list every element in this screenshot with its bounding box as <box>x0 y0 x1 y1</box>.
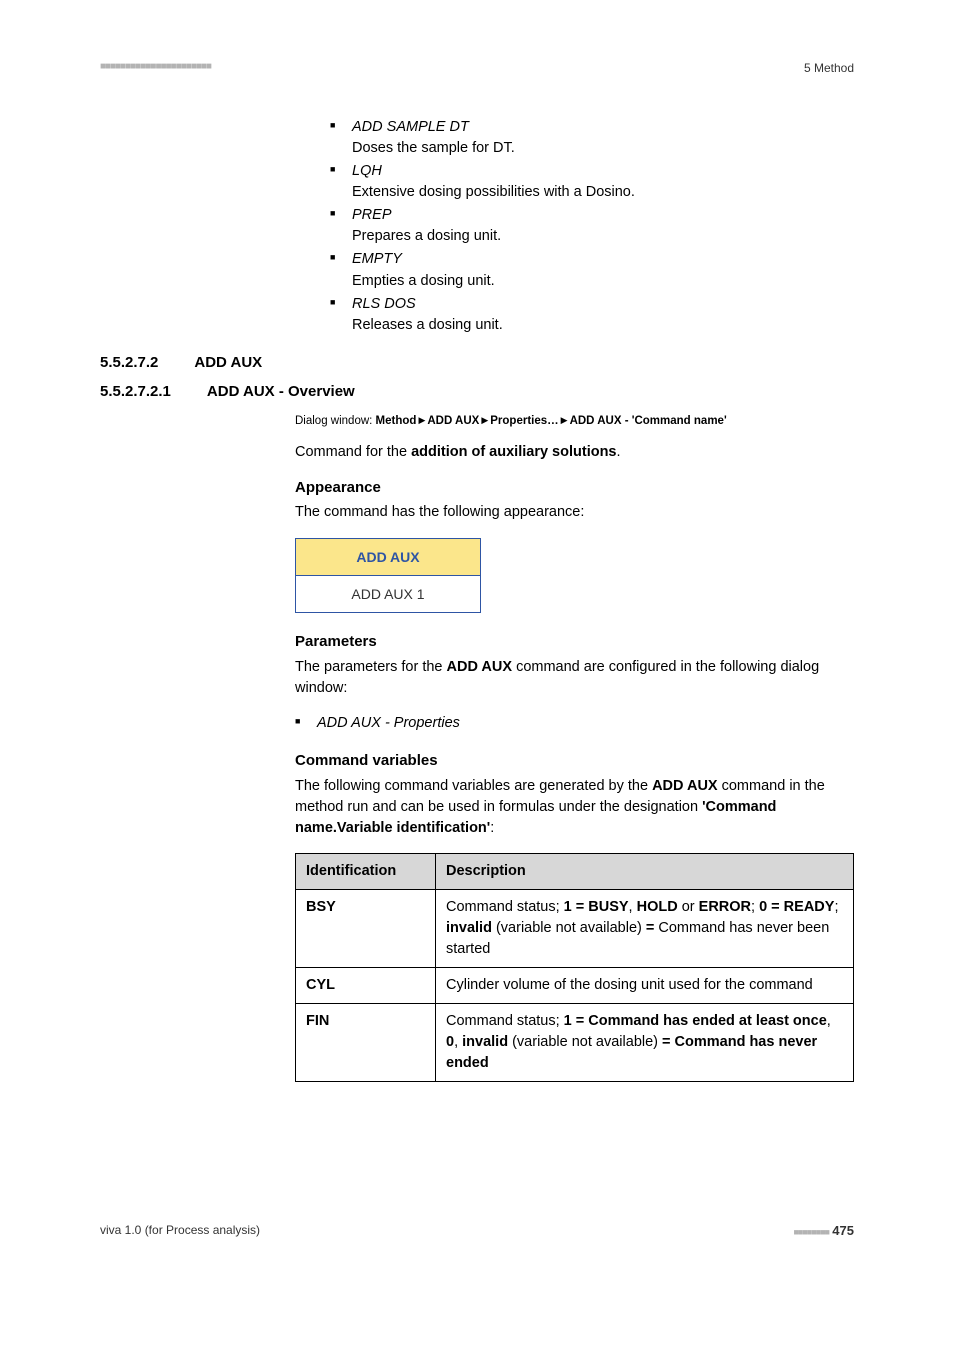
dialog-p4: ADD AUX - 'Command name' <box>570 415 727 427</box>
list-item-title: LQH <box>352 163 382 179</box>
cmdvars-text-bold: ADD AUX <box>652 778 718 794</box>
heading-5-5-2-7-2-1: 5.5.2.7.2.1 ADD AUX - Overview <box>100 381 854 403</box>
footer-page-number: 475 <box>832 1223 854 1238</box>
list-item: PREP Prepares a dosing unit. <box>330 205 854 247</box>
appearance-heading: Appearance <box>295 477 854 499</box>
list-item: ADD AUX - Properties <box>295 713 854 734</box>
body-content: Dialog window: Method▶ADD AUX▶Properties… <box>295 413 854 1082</box>
cmdvars-text-pre: The following command variables are gene… <box>295 778 652 794</box>
command-variables-text: The following command variables are gene… <box>295 776 854 839</box>
footer-left: viva 1.0 (for Process analysis) <box>100 1222 260 1241</box>
list-item: LQH Extensive dosing possibilities with a… <box>330 161 854 203</box>
heading-number: 5.5.2.7.2 <box>100 352 158 374</box>
command-for-line: Command for the addition of auxiliary so… <box>295 442 854 463</box>
command-for-bold: addition of auxiliary solutions <box>411 444 616 460</box>
table-header-row: Identification Description <box>296 853 854 889</box>
list-item-title: PREP <box>352 207 392 223</box>
parameters-text: The parameters for the ADD AUX command a… <box>295 657 854 699</box>
list-item-title: RLS DOS <box>352 296 416 312</box>
header-section-label: 5 Method <box>804 60 854 77</box>
footer-right: ■■■■■■■■ 475 <box>793 1222 854 1241</box>
list-item-title: EMPTY <box>352 251 402 267</box>
table-cell-description: Command status; 1 = Command has ended at… <box>436 1003 854 1081</box>
list-item-title: ADD SAMPLE DT <box>352 119 469 135</box>
command-variables-heading: Command variables <box>295 750 854 772</box>
parameters-text-pre: The parameters for the <box>295 659 447 675</box>
dialog-p2: ADD AUX <box>427 415 479 427</box>
table-header-identification: Identification <box>296 853 436 889</box>
command-for-pre: Command for the <box>295 444 411 460</box>
table-cell-identification: BSY <box>296 889 436 967</box>
table-cell-description: Command status; 1 = BUSY, HOLD or ERROR;… <box>436 889 854 967</box>
table-row: BSYCommand status; 1 = BUSY, HOLD or ERR… <box>296 889 854 967</box>
chevron-right-icon: ▶ <box>479 415 490 425</box>
table-header-description: Description <box>436 853 854 889</box>
subheading-title: ADD AUX - Overview <box>207 381 355 403</box>
table-cell-identification: FIN <box>296 1003 436 1081</box>
chevron-right-icon: ▶ <box>416 415 427 425</box>
list-item: EMPTY Empties a dosing unit. <box>330 249 854 291</box>
page-footer: viva 1.0 (for Process analysis) ■■■■■■■■… <box>100 1222 854 1241</box>
dialog-p3: Properties… <box>490 415 558 427</box>
table-row: FINCommand status; 1 = Command has ended… <box>296 1003 854 1081</box>
addaux-command-box: ADD AUX ADD AUX 1 <box>295 538 481 614</box>
header-marks-left: ■■■■■■■■■■■■■■■■■■■■■■ <box>100 60 211 75</box>
addaux-box-head: ADD AUX <box>296 539 480 576</box>
heading-title: ADD AUX <box>194 352 262 374</box>
parameters-heading: Parameters <box>295 631 854 653</box>
footer-marks: ■■■■■■■■ <box>793 1227 829 1237</box>
list-item-desc: Doses the sample for DT. <box>352 138 854 159</box>
intro-list-block: ADD SAMPLE DTDoses the sample for DT.LQH… <box>330 117 854 335</box>
chevron-right-icon: ▶ <box>559 415 570 425</box>
subheading-number: 5.5.2.7.2.1 <box>100 381 171 403</box>
heading-5-5-2-7-2: 5.5.2.7.2 ADD AUX <box>100 352 854 374</box>
dialog-p1: Method <box>376 415 417 427</box>
dialog-path: Dialog window: Method▶ADD AUX▶Properties… <box>295 413 854 430</box>
dialog-prefix: Dialog window: <box>295 415 376 427</box>
addaux-box-body: ADD AUX 1 <box>296 576 480 612</box>
table-cell-identification: CYL <box>296 967 436 1003</box>
page-header: ■■■■■■■■■■■■■■■■■■■■■■ 5 Method <box>100 60 854 77</box>
parameters-text-bold: ADD AUX <box>447 659 513 675</box>
parameters-bullet: ADD AUX - Properties <box>317 715 460 731</box>
list-item: RLS DOS Releases a dosing unit. <box>330 294 854 336</box>
intro-list: ADD SAMPLE DTDoses the sample for DT.LQH… <box>330 117 854 335</box>
list-item: ADD SAMPLE DT Doses the sample for DT. <box>330 117 854 159</box>
table-cell-description: Cylinder volume of the dosing unit used … <box>436 967 854 1003</box>
list-item-desc: Prepares a dosing unit. <box>352 226 854 247</box>
cmdvars-text-post: : <box>490 820 494 836</box>
list-item-desc: Extensive dosing possibilities with a Do… <box>352 182 854 203</box>
variables-table: Identification Description BSYCommand st… <box>295 853 854 1082</box>
table-row: CYLCylinder volume of the dosing unit us… <box>296 967 854 1003</box>
list-item-desc: Empties a dosing unit. <box>352 271 854 292</box>
list-item-desc: Releases a dosing unit. <box>352 315 854 336</box>
appearance-text: The command has the following appearance… <box>295 502 854 523</box>
parameters-list: ADD AUX - Properties <box>295 713 854 734</box>
